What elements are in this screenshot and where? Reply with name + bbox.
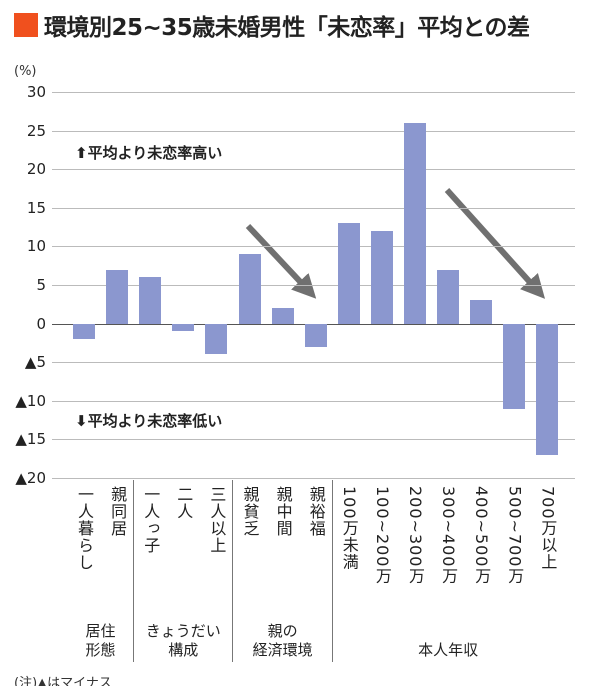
y-tick-label: ▲5 (24, 353, 46, 372)
group-label-line2: 構成 (168, 641, 199, 659)
bar (503, 323, 526, 409)
gridline (52, 400, 575, 402)
y-tick-label: 20 (26, 160, 46, 179)
x-tick-label: 二人 (174, 486, 194, 520)
bar (304, 323, 327, 347)
bar (404, 122, 426, 324)
x-tick-label: 親同居 (108, 486, 128, 537)
chart-title-text: 環境別25~35歳未婚男性「未恋率」平均との差 (44, 15, 530, 41)
gridline (52, 285, 575, 286)
y-axis-unit: (%) (14, 64, 37, 79)
group-label: 本人年収 (333, 622, 564, 660)
bar (271, 308, 294, 324)
bar (238, 254, 261, 324)
gridline (52, 246, 575, 248)
gridline (52, 130, 575, 132)
x-tick-label: 親裕福 (306, 486, 326, 537)
y-tick-label: 5 (36, 276, 46, 294)
x-tick-label: 三人以上 (207, 486, 227, 554)
bar (470, 300, 493, 324)
gridline (52, 92, 575, 93)
x-tick-label: 親貧乏 (240, 486, 260, 537)
x-tick-label: 300~400万 (439, 486, 459, 585)
title-square-icon (14, 13, 38, 37)
group-label-line2: 形態 (85, 641, 116, 659)
bar (172, 323, 195, 332)
x-tick-label: 親中間 (273, 486, 293, 537)
footnote: (注)▲はマイナス (14, 676, 112, 686)
group-label: 親の 経済環境 (234, 622, 332, 660)
x-tick-label: 200~300万 (406, 486, 425, 585)
group-divider (332, 480, 333, 662)
group-divider (133, 480, 134, 662)
bar (536, 323, 559, 455)
gridline (52, 207, 575, 209)
y-tick-label: 25 (26, 121, 46, 140)
y-tick-label: 30 (26, 83, 46, 101)
arrow-parent-economy (245, 223, 317, 299)
bar (106, 269, 129, 324)
annotation-high: ⬆平均より未恋率高い (75, 144, 223, 162)
bar (437, 269, 460, 324)
gridline (52, 478, 575, 479)
bar (139, 277, 162, 324)
gridline (52, 362, 575, 364)
y-tick-label: 0 (36, 314, 46, 333)
x-tick-label: 100~200万 (372, 486, 392, 585)
y-tick-label: ▲15 (15, 430, 46, 449)
x-tick-label: 100万未満 (339, 486, 359, 571)
gridline (52, 169, 575, 171)
gridline (52, 439, 575, 441)
group-divider (232, 480, 233, 662)
annotation-low: ⬇平均より未恋率低い (75, 412, 223, 430)
bar (205, 323, 228, 355)
y-tick-label: ▲20 (15, 469, 46, 487)
y-tick-label: 10 (26, 237, 46, 256)
x-tick-label: 400~500万 (472, 486, 492, 585)
group-label-line2: 経済環境 (252, 641, 313, 659)
group-label: きょうだい 構成 (134, 622, 232, 660)
y-tick-label: 15 (26, 198, 46, 217)
group-label-line1: 居住 (85, 622, 116, 640)
x-tick-label: 700万以上 (538, 486, 558, 571)
arrow-income (444, 187, 546, 299)
group-label-line1: きょうだい (145, 622, 221, 640)
x-tick-label: 一人っ子 (141, 486, 161, 554)
bar (73, 323, 95, 340)
group-label-line1 (333, 622, 564, 641)
x-tick-label: 500~700万 (505, 486, 525, 585)
x-tick-label: 一人暮らし (75, 486, 94, 571)
y-tick-label: ▲10 (15, 391, 46, 410)
group-label-line1: 親の (267, 622, 298, 640)
group-label-line2: 本人年収 (418, 641, 479, 659)
group-label: 居住 形態 (68, 622, 133, 660)
chart-title: 環境別25~35歳未婚男性「未恋率」平均との差 (14, 8, 530, 42)
bar (370, 230, 393, 324)
bar (337, 223, 360, 324)
